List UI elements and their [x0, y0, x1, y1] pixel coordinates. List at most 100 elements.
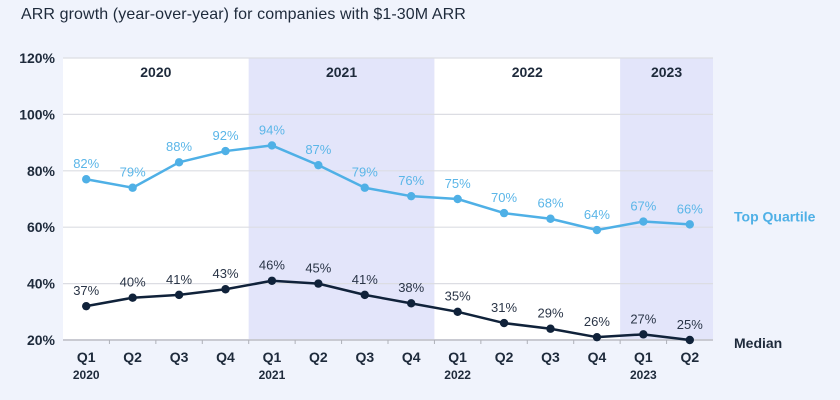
legend-median: Median [734, 335, 782, 351]
series-line-median [85, 279, 690, 342]
data-point-top-quartile [592, 225, 602, 235]
chart-title: ARR growth (year-over-year) for companie… [21, 6, 466, 23]
data-label-median: 41% [166, 272, 192, 287]
legend: Top Quartile Median [734, 208, 816, 351]
data-point-top-quartile [174, 158, 184, 167]
y-tick-label: 40% [27, 276, 56, 292]
x-tick-label: Q2 [309, 349, 328, 365]
data-point-median [499, 318, 509, 328]
data-label-median: 29% [537, 306, 563, 321]
x-tick-label: Q2 [123, 349, 142, 365]
data-point-median [128, 293, 137, 302]
data-point-top-quartile [639, 217, 648, 226]
data-point-median [453, 307, 462, 316]
y-axis: 120% 100% 80% 60% 40% 20% [19, 50, 55, 348]
data-label-median: 38% [398, 280, 424, 295]
data-label-median: 31% [491, 300, 517, 315]
data-point-top-quartile [267, 141, 277, 150]
legend-top-quartile: Top Quartile [734, 208, 816, 224]
x-tick-label: Q1 [263, 349, 282, 365]
data-label-top-quartile: 67% [630, 198, 656, 213]
x-year-label: 2020 [73, 368, 100, 382]
x-tick-label: Q2 [495, 349, 514, 365]
data-point-median [407, 299, 416, 308]
data-point-top-quartile [685, 220, 694, 229]
y-tick-label: 80% [27, 163, 56, 179]
data-point-top-quartile [221, 146, 230, 156]
series-lines [82, 141, 694, 345]
y-tick-label: 100% [19, 106, 55, 122]
data-label-median: 26% [584, 314, 610, 329]
year-header-2022: 2022 [512, 64, 543, 80]
data-label-top-quartile: 76% [398, 173, 424, 188]
year-header-2023: 2023 [651, 64, 682, 80]
x-year-label: 2023 [630, 368, 657, 382]
x-tick-label: Q1 [77, 349, 96, 365]
x-tick-label: Q4 [402, 349, 421, 365]
y-tick-label: 120% [19, 50, 55, 66]
data-point-median [314, 279, 323, 288]
x-tick-label: Q1 [634, 349, 653, 365]
data-label-top-quartile: 64% [584, 207, 610, 222]
data-label-top-quartile: 82% [73, 156, 99, 171]
data-label-top-quartile: 70% [491, 190, 517, 205]
data-point-median [221, 285, 230, 294]
data-label-median: 25% [677, 317, 703, 332]
data-point-median [592, 332, 602, 342]
data-label-median: 35% [445, 289, 471, 304]
x-year-label: 2021 [259, 368, 286, 382]
year-band-2023 [620, 58, 713, 340]
x-tick-label: Q3 [170, 349, 189, 365]
data-point-top-quartile [82, 175, 91, 184]
data-point-top-quartile [360, 183, 369, 192]
data-point-median [639, 330, 648, 339]
data-label-median: 37% [73, 283, 99, 298]
x-tick-label: Q3 [541, 349, 560, 365]
data-labels: 82% 79% 88% 92% 94% 87% 79% 76% 75% 70% 68% 64% 67% 6… [73, 122, 703, 332]
data-label-top-quartile: 94% [259, 122, 285, 137]
data-point-median [174, 290, 184, 300]
data-label-median: 40% [120, 275, 146, 290]
data-point-top-quartile [407, 191, 416, 201]
data-label-top-quartile: 87% [305, 142, 331, 157]
data-label-median: 45% [305, 261, 331, 276]
year-header-2021: 2021 [326, 64, 357, 80]
x-tick-label: Q4 [216, 349, 235, 365]
data-point-median [267, 276, 277, 285]
x-tick-label: Q3 [355, 349, 374, 365]
data-point-top-quartile [499, 208, 509, 218]
data-label-top-quartile: 88% [166, 139, 192, 154]
year-band-2020 [63, 58, 249, 340]
data-point-median [546, 324, 555, 333]
data-label-top-quartile: 66% [677, 201, 703, 216]
data-label-top-quartile: 75% [445, 176, 471, 191]
data-label-median: 41% [352, 272, 378, 287]
x-year-label: 2022 [444, 368, 471, 382]
data-point-top-quartile [128, 183, 137, 192]
data-label-median: 43% [212, 266, 238, 281]
data-point-top-quartile [314, 160, 323, 170]
data-label-median: 27% [630, 311, 656, 326]
data-point-median [82, 301, 91, 311]
data-point-top-quartile [453, 194, 462, 204]
x-tick-label: Q4 [588, 349, 607, 365]
data-label-median: 46% [259, 258, 285, 273]
data-label-top-quartile: 79% [352, 165, 378, 180]
x-tick-label: Q1 [448, 349, 467, 365]
year-band-2021 [248, 58, 435, 340]
y-tick-label: 20% [27, 332, 56, 348]
data-label-top-quartile: 79% [120, 165, 146, 180]
year-bands: 2020 2021 2022 2023 [63, 58, 713, 340]
data-label-top-quartile: 68% [537, 196, 563, 211]
x-axis: Q1 2020 Q2 Q3 Q4 Q1 2021 Q2 Q3 Q4 Q1 2022 Q2 Q3 Q4 Q1 20… [73, 340, 699, 382]
data-point-median [360, 290, 369, 300]
data-label-top-quartile: 92% [212, 128, 238, 143]
data-point-top-quartile [546, 214, 555, 223]
x-tick-label: Q2 [680, 349, 699, 365]
y-tick-label: 60% [27, 219, 56, 235]
series-line-top-quartile [85, 144, 690, 232]
year-band-2022 [434, 58, 621, 340]
year-header-2020: 2020 [140, 64, 171, 80]
data-point-median [685, 335, 694, 345]
